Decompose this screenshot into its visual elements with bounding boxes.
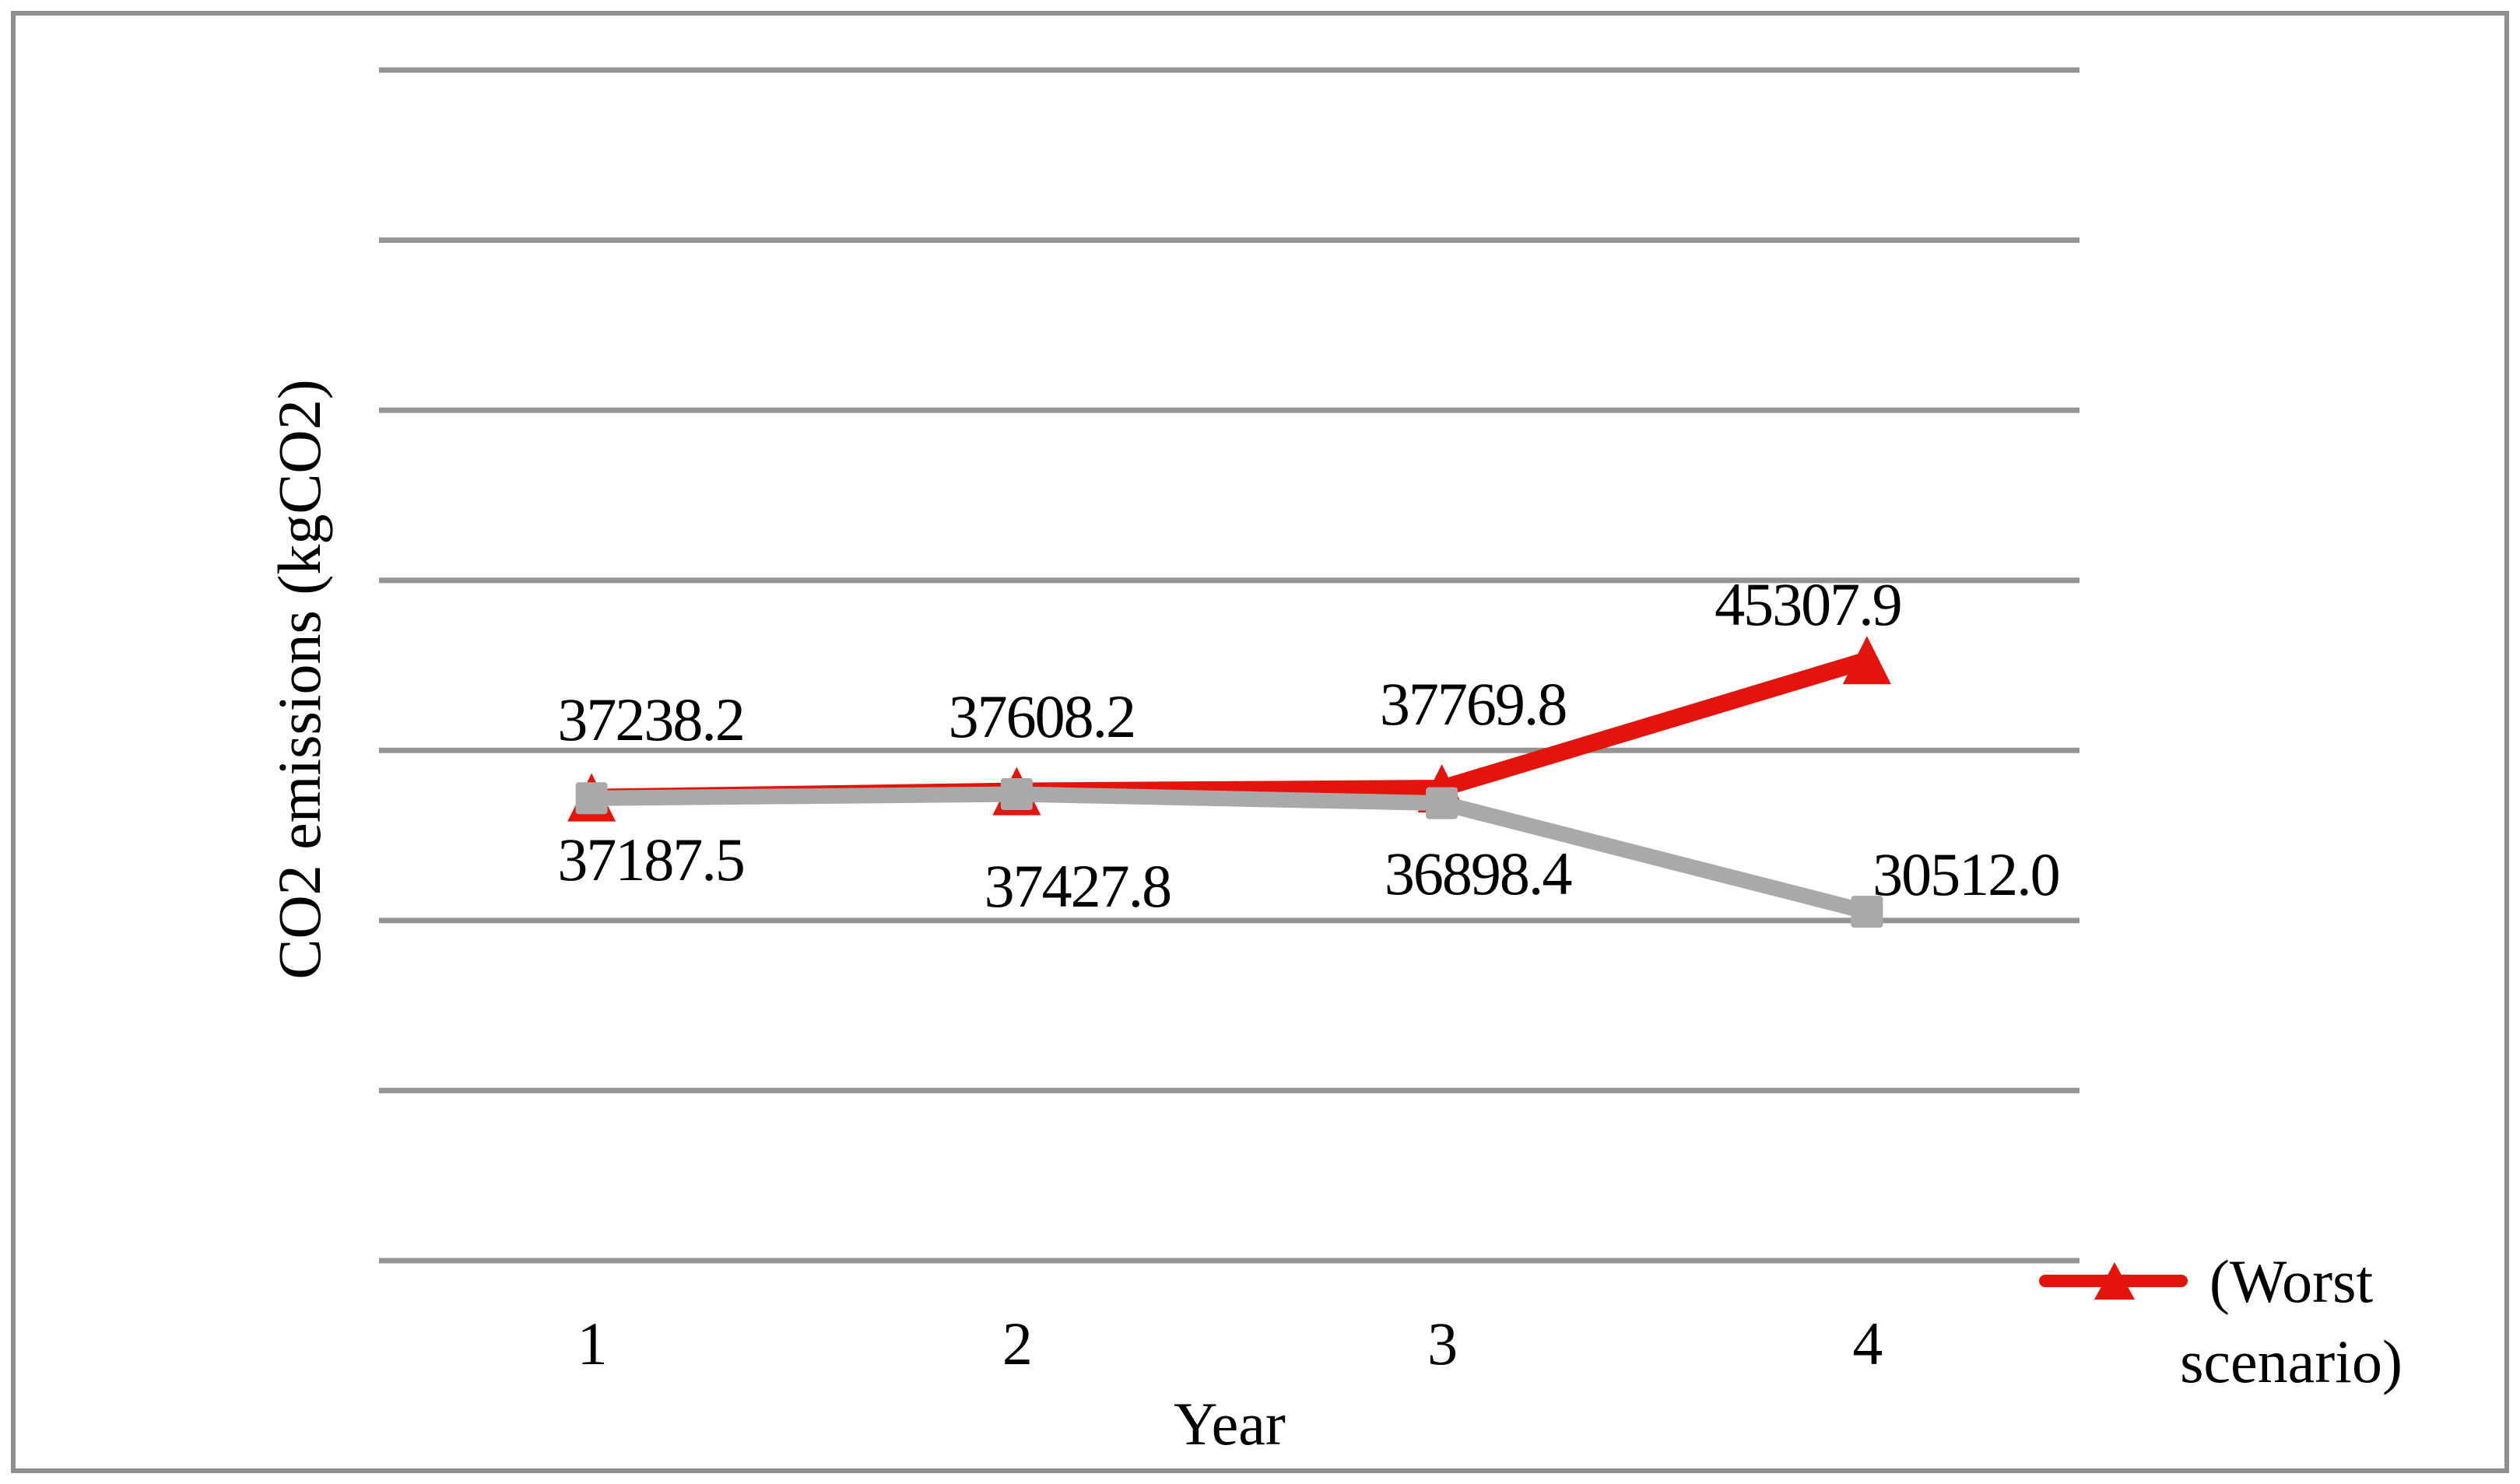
data-label: 30512.0 [1872, 840, 2060, 908]
x-tick-label: 4 [1852, 1310, 1883, 1377]
x-tick-label: 2 [1002, 1310, 1033, 1377]
figure-border [11, 11, 2509, 1473]
y-axis-title: CO2 emissions (kgCO2) [265, 379, 333, 980]
square-marker [1000, 778, 1033, 811]
triangle-marker [1842, 636, 1891, 685]
x-axis-title: Year [1174, 1390, 1286, 1458]
series-baseline-line [591, 786, 1869, 920]
legend-label[interactable]: (Worst scenario) [2180, 1241, 2402, 1402]
x-tick-label: 3 [1427, 1310, 1458, 1377]
x-tick-label: 1 [577, 1310, 608, 1377]
square-marker [1426, 787, 1458, 819]
legend-label-line1: (Worst [2209, 1247, 2374, 1315]
data-label: 37769.8 [1379, 670, 1567, 738]
data-label: 45307.9 [1715, 570, 1902, 639]
data-label: 36898.4 [1384, 840, 1572, 908]
data-label: 37187.5 [557, 825, 745, 893]
data-label: 37608.2 [948, 682, 1136, 750]
square-marker [1851, 896, 1883, 928]
series-worst-scenario-line [591, 651, 1870, 806]
square-marker [575, 782, 608, 815]
data-label: 37427.8 [984, 851, 1172, 920]
legend-triangle-icon [2094, 1262, 2135, 1300]
data-label: 37238.2 [557, 685, 745, 753]
legend-label-line2: scenario) [2180, 1328, 2402, 1395]
